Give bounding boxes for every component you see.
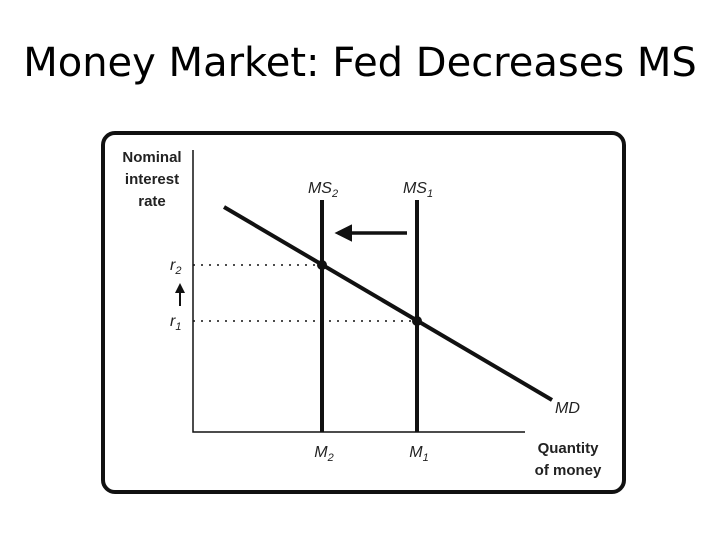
label-main: MS xyxy=(308,180,332,197)
label-main: r xyxy=(170,257,176,274)
md-label: MD xyxy=(555,400,580,417)
m1-label: M1 xyxy=(409,444,428,464)
x-axis-label: of money xyxy=(535,462,602,479)
y-axis-label: interest xyxy=(125,171,179,188)
r2-label: r2 xyxy=(170,257,181,277)
label-sub: 2 xyxy=(327,452,334,464)
axes xyxy=(192,150,525,433)
slide-title: Money Market: Fed Decreases MS xyxy=(23,40,697,86)
label-sub: 1 xyxy=(175,321,181,333)
label-sub: 2 xyxy=(174,265,181,277)
label-sub: 2 xyxy=(331,188,338,200)
label-main: r xyxy=(170,313,176,330)
r1-label: r1 xyxy=(170,313,181,333)
ms2-label: MS2 xyxy=(308,180,338,200)
equilibrium-2 xyxy=(317,260,327,270)
equilibrium-1 xyxy=(412,316,422,326)
y-axis-label: rate xyxy=(138,193,166,210)
label-main: M xyxy=(409,444,423,461)
label-sub: 1 xyxy=(427,188,433,200)
label-main: MS xyxy=(403,180,427,197)
label-sub: 1 xyxy=(423,452,429,464)
m2-label: M2 xyxy=(314,444,333,464)
y-axis-label: Nominal xyxy=(122,149,181,166)
md-curve xyxy=(222,205,554,402)
label-main: M xyxy=(314,444,328,461)
x-axis-label: Quantity xyxy=(538,440,599,457)
frame xyxy=(101,131,626,494)
ms1-label: MS1 xyxy=(403,180,433,200)
